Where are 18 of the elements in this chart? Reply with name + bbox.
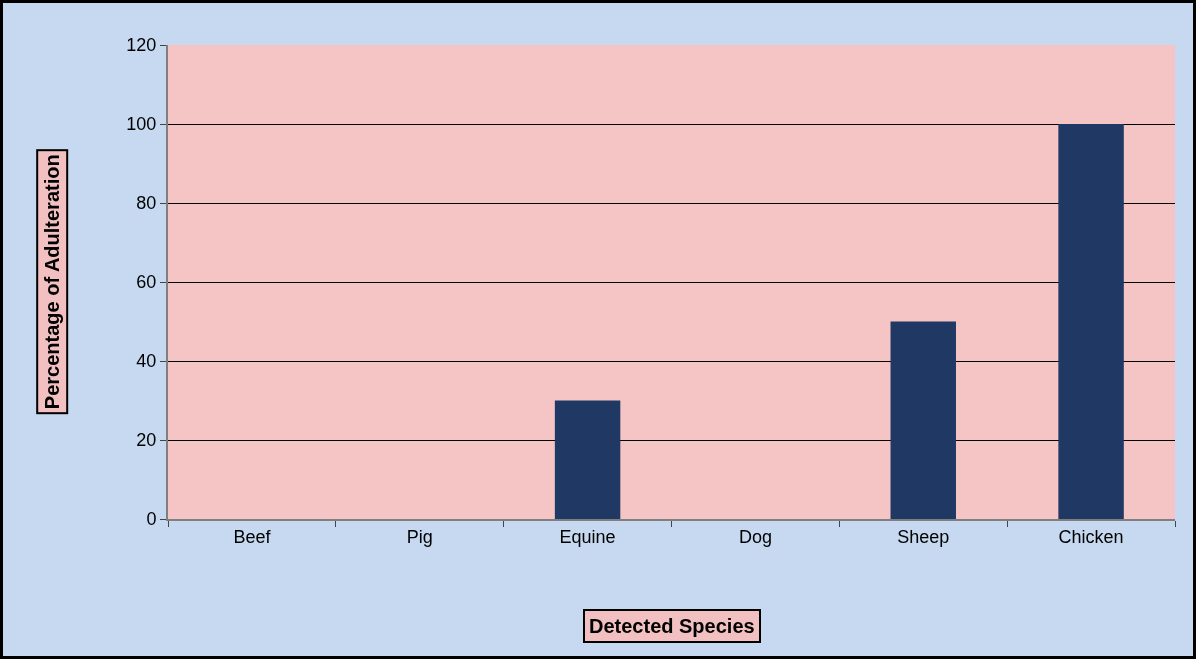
y-axis-title: Percentage of Adulteration [41,154,64,410]
x-tick-label: Beef [233,526,272,547]
y-tick-label: 120 [126,35,157,56]
y-tick-label: 60 [136,272,157,293]
x-tick-label: Chicken [1058,526,1124,547]
bar [890,321,956,519]
y-tick-label: 20 [136,430,157,451]
x-tick-label: Pig [406,526,433,547]
bar [554,400,621,519]
y-tick-label: 80 [136,193,157,214]
y-tick-label: 100 [126,114,157,135]
bar [1058,124,1124,519]
x-axis-title: Detected Species [589,615,755,637]
x-tick-label: Dog [738,526,772,547]
x-tick-label: Equine [559,526,616,547]
x-tick-label: Sheep [897,526,950,547]
y-tick-label: 40 [136,351,157,372]
y-tick-label: 0 [146,509,157,530]
